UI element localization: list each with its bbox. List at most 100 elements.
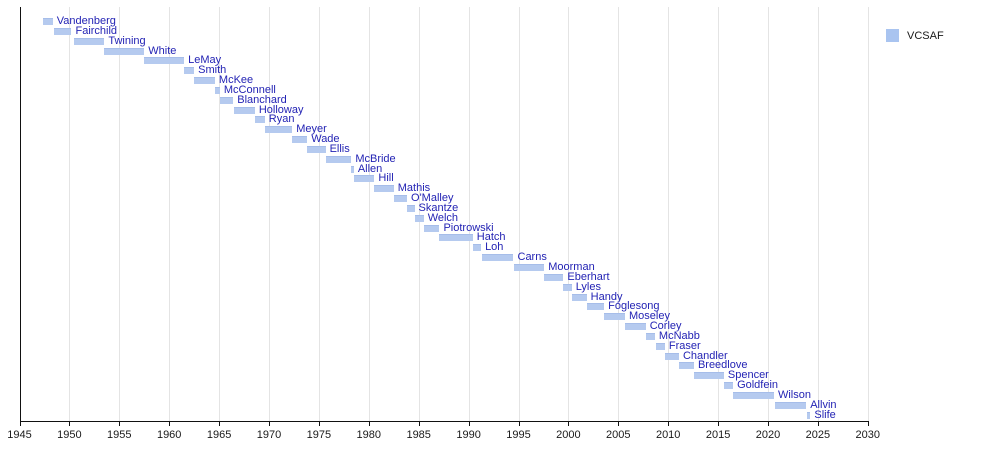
gridline-2000	[568, 7, 570, 421]
x-tick-label-1960: 1960	[156, 429, 182, 441]
person-label-allen[interactable]: Allen	[357, 162, 383, 175]
gridline-1955	[119, 7, 121, 421]
gridline-2005	[618, 7, 620, 421]
person-label-allvin[interactable]: Allvin	[810, 398, 837, 411]
person-label-omalley[interactable]: O'Malley	[411, 192, 454, 205]
timeline-bar-wade	[292, 136, 308, 144]
x-tick-label-1945: 1945	[7, 429, 32, 441]
person-label-spencer[interactable]: Spencer	[727, 369, 769, 382]
x-tick-label-2030: 2030	[855, 429, 881, 441]
gridline-2025	[817, 7, 819, 421]
person-label-wilson[interactable]: Wilson	[777, 388, 811, 401]
person-label-piotrowski[interactable]: Piotrowski	[443, 221, 494, 234]
x-tick-1965	[219, 421, 221, 426]
timeline-bar-moseley	[604, 313, 625, 321]
gridline-1980	[368, 7, 370, 421]
gridline-1965	[219, 7, 221, 421]
x-tick-label-2005: 2005	[606, 429, 631, 441]
x-tick-label-1970: 1970	[256, 429, 282, 441]
timeline-bar-chandler	[664, 352, 679, 360]
person-label-corley[interactable]: Corley	[649, 320, 682, 333]
person-label-handy[interactable]: Handy	[590, 290, 623, 303]
person-label-welch[interactable]: Welch	[427, 211, 459, 224]
person-label-mcbride[interactable]: McBride	[355, 152, 396, 165]
person-label-vandenberg[interactable]: Vandenberg	[56, 15, 116, 27]
legend-swatch	[886, 29, 899, 42]
person-label-moseley[interactable]: Moseley	[628, 310, 670, 323]
timeline-bar-blanchard	[220, 96, 234, 104]
timeline-bar-white	[104, 47, 145, 55]
person-label-hatch[interactable]: Hatch	[476, 231, 506, 244]
y-axis-line	[19, 7, 21, 421]
person-label-mcconnell[interactable]: McConnell	[223, 83, 276, 96]
timeline-bar-corley	[624, 323, 646, 331]
person-label-twining[interactable]: Twining	[108, 34, 146, 47]
gridline-2020	[768, 7, 769, 421]
person-label-breedlove[interactable]: Breedlove	[697, 359, 748, 372]
timeline-bar-wilson	[733, 391, 774, 399]
x-tick-2020	[768, 421, 769, 426]
person-label-chandler[interactable]: Chandler	[682, 349, 728, 362]
timeline-bar-carns	[481, 254, 514, 262]
gridline-1990	[468, 7, 470, 421]
x-tick-label-1975: 1975	[306, 429, 332, 441]
person-label-wade[interactable]: Wade	[311, 133, 340, 146]
timeline-bar-fairchild	[53, 27, 72, 35]
person-label-ryan[interactable]: Ryan	[268, 113, 295, 126]
timeline-bar-piotrowski	[423, 224, 440, 232]
person-label-white[interactable]: White	[148, 44, 177, 57]
person-label-meyer[interactable]: Meyer	[296, 123, 327, 136]
gridline-1985	[418, 7, 420, 421]
timeline-bar-allen	[351, 165, 354, 173]
person-label-loh[interactable]: Loh	[485, 241, 504, 254]
timeline-bar-smith	[184, 67, 195, 75]
timeline-bar-ellis	[307, 145, 326, 153]
person-label-holloway[interactable]: Holloway	[258, 103, 304, 116]
x-tick-label-1955: 1955	[107, 429, 132, 441]
person-label-carns[interactable]: Carns	[517, 251, 547, 264]
gridline-1975	[318, 7, 320, 421]
x-tick-label-2010: 2010	[655, 429, 681, 441]
x-tick-label-2020: 2020	[755, 429, 781, 441]
x-tick-1945	[19, 421, 21, 426]
person-label-ellis[interactable]: Ellis	[329, 142, 350, 155]
x-tick-1970	[269, 421, 270, 426]
person-label-goldfein[interactable]: Goldfein	[737, 379, 779, 392]
person-label-eberhart[interactable]: Eberhart	[567, 270, 610, 283]
gridline-2010	[668, 7, 670, 421]
x-tick-2025	[817, 421, 819, 426]
person-label-foglesong[interactable]: Foglesong	[608, 300, 660, 313]
timeline-bar-ryan	[254, 116, 265, 124]
person-label-skantze[interactable]: Skantze	[418, 201, 459, 214]
x-tick-2010	[668, 421, 670, 426]
x-tick-label-1995: 1995	[506, 429, 531, 441]
timeline-bar-handy	[571, 293, 587, 301]
person-label-lyles[interactable]: Lyles	[575, 280, 601, 293]
timeline-bar-lyles	[563, 283, 572, 291]
person-label-blanchard[interactable]: Blanchard	[237, 93, 287, 106]
person-label-moorman[interactable]: Moorman	[548, 261, 595, 273]
x-tick-1980	[368, 421, 370, 426]
x-tick-1975	[318, 421, 320, 426]
legend-label: VCSAF	[907, 29, 944, 42]
person-label-hill[interactable]: Hill	[378, 172, 394, 185]
person-label-mathis[interactable]: Mathis	[397, 182, 431, 195]
person-label-mckee[interactable]: McKee	[218, 74, 254, 87]
timeline-bar-allvin	[774, 401, 807, 409]
person-label-fairchild[interactable]: Fairchild	[75, 24, 118, 37]
person-label-lemay[interactable]: LeMay	[188, 54, 222, 67]
timeline-bar-breedlove	[678, 362, 694, 370]
person-label-slife[interactable]: Slife	[814, 408, 836, 421]
legend: VCSAF	[886, 29, 944, 42]
gridline-2015	[718, 7, 720, 421]
person-label-smith[interactable]: Smith	[198, 64, 227, 77]
person-label-mcnabb[interactable]: McNabb	[658, 329, 700, 342]
x-tick-1955	[119, 421, 121, 426]
person-label-fraser[interactable]: Fraser	[668, 339, 701, 352]
timeline-bar-mcbride	[325, 155, 352, 163]
x-tick-label-2000: 2000	[556, 429, 581, 441]
x-tick-label-1980: 1980	[356, 429, 382, 441]
timeline-bar-welch	[414, 214, 424, 222]
x-tick-label-2025: 2025	[805, 429, 831, 441]
